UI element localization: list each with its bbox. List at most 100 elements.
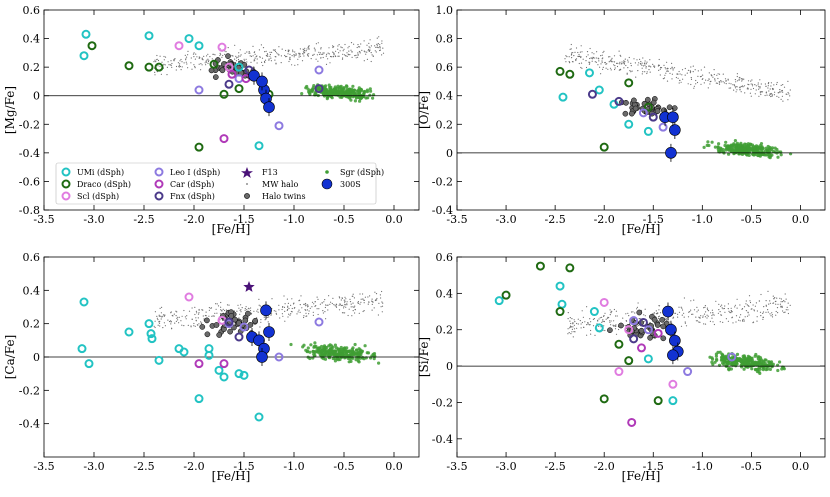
mw-halo-point [636,325,638,327]
mw-halo-point [237,58,240,61]
mw-halo-point [246,51,248,53]
mw-halo-point [259,305,261,307]
mw-halo-point [586,51,589,53]
mw-halo-point [680,81,682,83]
mw-halo-point [609,314,611,316]
mw-halo-point [653,66,656,68]
mw-halo-point [382,52,385,54]
mw-halo-point [646,72,648,75]
mw-halo-point [660,66,662,69]
mw-halo-point [341,312,344,314]
mw-halo-point [702,316,704,318]
mw-halo-point [687,83,689,85]
mw-halo-point [243,58,245,60]
mw-halo-point [200,69,202,71]
mw-halo-point [183,62,185,64]
sgr-point [705,143,709,147]
mw-halo-point [240,54,242,56]
mw-halo-point [746,304,748,306]
mw-halo-point [332,46,334,49]
mw-halo-point [706,309,709,311]
mw-halo-point [287,306,289,308]
mw-halo-point [730,83,732,85]
mw-halo-point [357,52,359,54]
mw-halo-point [357,54,359,56]
mw-halo-point [736,298,738,300]
mw-halo-point [643,65,645,67]
sgr-point [761,364,765,369]
mw-halo-point [570,48,572,50]
mw-halo-point [707,87,709,89]
mw-halo-point [357,44,359,46]
mw-halo-point [665,72,667,74]
halo-twin-point [638,327,645,334]
mw-halo-point [599,66,601,68]
sgr-point [750,361,754,365]
halo-twin-point [671,105,678,111]
sgr-point [782,366,786,370]
mw-halo-point [375,46,377,49]
sgr-point [324,84,328,88]
mw-halo-point [767,83,770,85]
mw-halo-point [771,94,773,96]
mw-halo-point [328,47,330,49]
mw-halo-point [610,61,613,63]
mw-halo-point [689,311,691,313]
mw-halo-point [711,317,713,319]
legend-marker-twins [244,193,250,199]
mw-halo-point [689,70,691,72]
mw-halo-point [634,62,637,64]
mw-halo-point [246,61,248,63]
mw-halo-point [379,47,381,49]
mw-halo-point [582,58,584,60]
mw-halo-point [215,303,217,305]
sgr-point [738,143,742,147]
mw-halo-point [711,75,713,77]
mw-halo-point [626,72,628,74]
scl-point [624,325,634,335]
mw-halo-point [224,53,226,56]
mw-halo-point [750,83,752,85]
mw-halo-point [759,87,761,89]
mw-halo-point [671,78,673,80]
mw-halo-point [570,322,572,325]
mw-halo-point [289,58,291,61]
mw-halo-point [153,61,155,63]
mw-halo-point [605,318,607,320]
mw-halo-point [195,53,197,55]
halo-twin-point [607,327,613,334]
mw-halo-point [285,49,287,52]
y-tick-label: -0.8 [19,204,40,217]
mw-halo-point [356,46,358,49]
mw-halo-point [719,321,721,323]
mw-halo-point [185,56,188,58]
mw-halo-point [675,76,678,79]
mw-halo-point [727,320,730,322]
mw-halo-point [186,315,188,317]
mw-halo-point [751,83,754,85]
sgr-point [727,152,731,156]
draco-point [653,396,663,406]
mw-halo-point [206,55,208,57]
mw-halo-point [278,304,280,306]
mw-halo-point [775,310,777,313]
legend-marker-draco [61,179,71,189]
mw-halo-point [162,314,165,316]
sgr-point [744,142,748,146]
mw-halo-point [249,52,251,54]
mw-halo-point [781,305,783,307]
mw-halo-point [181,66,183,68]
x-tick-label: -3.5 [446,460,467,473]
mw-halo-point [767,85,769,87]
mw-halo-point [722,81,724,83]
mw-halo-point [350,42,353,44]
mw-halo-point [371,298,373,300]
mw-halo-point [198,323,200,325]
mw-halo-point [729,311,731,314]
mw-halo-point [375,293,378,295]
mw-halo-point [289,56,291,59]
mw-halo-point [304,47,306,49]
mw-halo-point [289,53,291,56]
mw-halo-point [611,57,613,60]
mw-halo-point [574,331,576,333]
